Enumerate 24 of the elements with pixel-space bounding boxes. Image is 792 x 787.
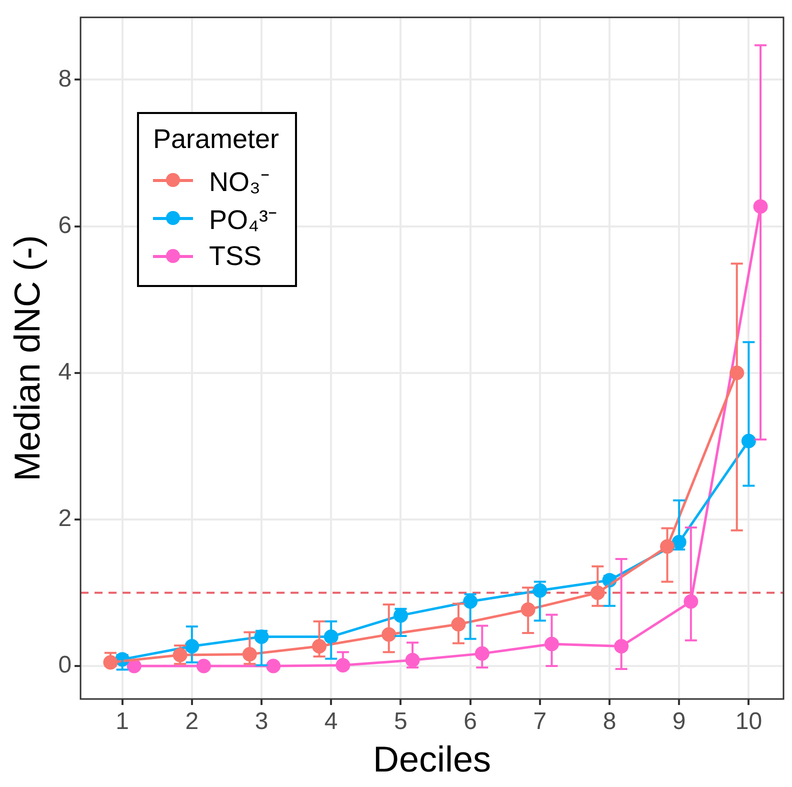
y-tick-label: 2 <box>58 505 72 532</box>
y-tick-label: 8 <box>58 65 72 92</box>
x-tick-label: 2 <box>185 708 199 736</box>
y-tick-label: 0 <box>58 652 72 679</box>
x-tick-label: 7 <box>533 708 547 736</box>
x-tick-label: 10 <box>735 708 762 736</box>
point <box>196 658 211 674</box>
x-tick-label: 8 <box>602 708 616 736</box>
x-tick-label: 5 <box>394 708 408 736</box>
point <box>126 658 142 674</box>
x-tick-label: 1 <box>116 708 129 736</box>
y-tick-label: 4 <box>58 358 72 386</box>
legend-label: PO₄³⁻ <box>209 204 278 236</box>
x-tick-label: 9 <box>672 708 686 736</box>
x-tick-label: 3 <box>254 708 268 736</box>
x-tick-label: 6 <box>464 708 477 736</box>
point <box>266 658 281 674</box>
x-axis-title: Deciles <box>373 738 492 780</box>
x-tick-label: 4 <box>324 708 338 736</box>
legend-title: Parameter <box>153 124 280 155</box>
y-tick-label: 6 <box>58 212 72 239</box>
y-axis-title: Median dNC (-) <box>6 235 48 482</box>
legend-label: TSS <box>209 240 262 272</box>
legend-label: NO₃⁻ <box>209 166 270 198</box>
